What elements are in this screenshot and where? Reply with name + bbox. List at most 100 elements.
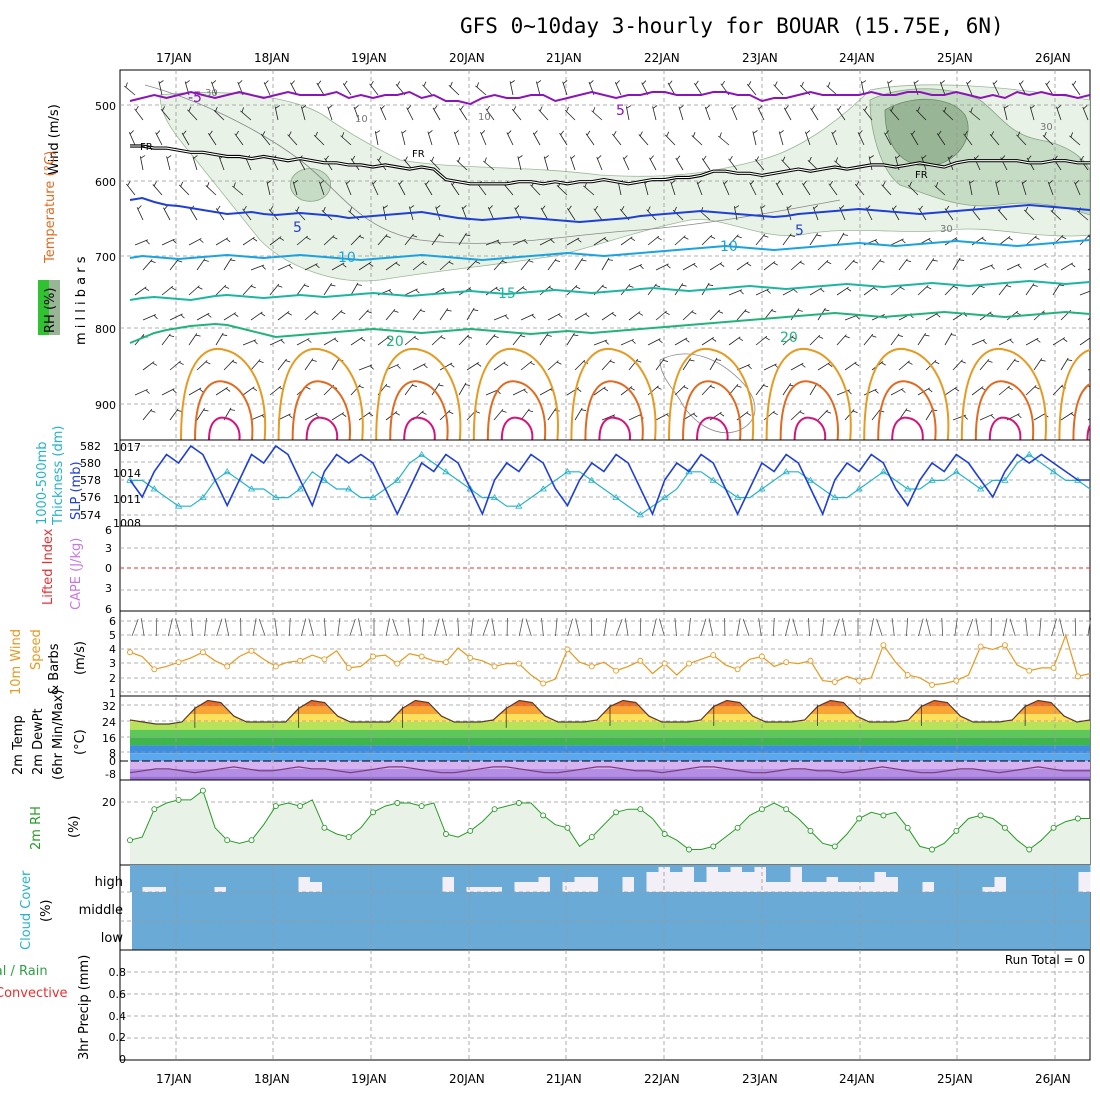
upper-barb <box>574 312 588 321</box>
thickness-line-point <box>126 476 134 483</box>
cloud-high-clear <box>1006 865 1019 892</box>
slp-label-slp: SLP (mb) <box>69 461 84 520</box>
upper-barb <box>704 106 711 121</box>
upper-barb-flag <box>433 105 438 110</box>
upper-barb <box>836 232 845 246</box>
wind-panel-frame <box>119 610 1091 697</box>
wind10m-barb <box>175 618 181 637</box>
rh2m-line-point <box>734 824 741 831</box>
upper-barb <box>274 106 279 121</box>
upper-barb <box>836 389 851 396</box>
upper-barb <box>169 408 179 421</box>
wind10m-barb <box>966 618 974 637</box>
upper-barb <box>269 385 282 396</box>
upper-barb-flag <box>267 180 272 184</box>
surface-temp-lobes <box>180 347 1090 440</box>
upper-barb <box>340 135 352 146</box>
contour-label: -5 <box>188 90 202 106</box>
upper-barb-flag <box>638 312 644 316</box>
temp-tick: 8 <box>109 747 116 760</box>
rh2m-line-point <box>418 803 425 810</box>
wind10m-speed-point <box>1026 667 1033 674</box>
upper-barb-flag <box>1071 263 1076 268</box>
upper-barb <box>439 409 451 421</box>
upper-barb-flag <box>666 131 670 137</box>
upper-barb <box>620 386 633 396</box>
upper-barb <box>728 289 743 296</box>
upper-barb-flag <box>990 414 995 419</box>
upper-barb <box>709 357 718 371</box>
upper-barb-flag <box>586 130 591 136</box>
upper-barb <box>998 338 1012 346</box>
upper-barb <box>532 132 541 146</box>
wind-tick: 2 <box>109 672 116 685</box>
upper-barb <box>971 284 982 296</box>
slp-label-thick: Thickness (dm) <box>51 426 66 526</box>
upper-barb <box>583 185 595 196</box>
upper-barb-flag <box>306 236 311 241</box>
upper-barb <box>971 208 981 221</box>
wind10m-barb <box>407 618 411 637</box>
upper-barb <box>752 131 757 146</box>
upper-barb <box>817 259 829 271</box>
upper-barb-flag <box>188 106 192 112</box>
upper-barb <box>223 359 235 371</box>
upper-barb <box>746 83 757 96</box>
thickness-line-point <box>563 468 572 475</box>
upper-barb <box>826 85 838 96</box>
upper-barb <box>547 313 561 321</box>
wind10m-barb <box>785 618 791 637</box>
upper-barb-flag <box>887 80 893 84</box>
cloud-level-low: low <box>101 931 124 946</box>
upper-barb <box>358 262 371 271</box>
upper-barb <box>223 312 237 321</box>
upper-barb <box>1025 337 1039 346</box>
wind10m-barb <box>1009 618 1016 637</box>
upper-barb-flag <box>1080 155 1084 161</box>
cloud-cover-panel: high middle low Cloud Cover (%) <box>19 864 1091 951</box>
upper-barb <box>763 261 776 271</box>
isotherm-15 <box>129 279 1090 302</box>
cloud-high-bar <box>466 887 479 892</box>
wind10m-speed-point <box>442 659 449 666</box>
upper-barb-flag <box>385 235 391 239</box>
upper-barb <box>323 283 332 296</box>
cloud-high-clear <box>1066 865 1079 892</box>
cloud-high-bar <box>478 887 491 892</box>
upper-barb <box>1077 210 1089 221</box>
rh2m-line-point <box>442 831 449 837</box>
upper-barb <box>493 409 504 421</box>
upper-y-axis: 500 600 700 800 900 <box>95 100 116 412</box>
upper-barb <box>910 132 919 146</box>
upper-barb <box>331 357 340 371</box>
rh2m-line-point <box>613 809 620 816</box>
upper-barb <box>480 131 487 146</box>
wind10m-barb <box>906 618 909 637</box>
top-date-tick: 26JAN <box>1035 51 1071 65</box>
wind10m-speed-point <box>515 660 522 667</box>
upper-barb <box>429 159 441 171</box>
upper-barb <box>263 82 271 96</box>
cloud-high-clear <box>418 865 431 892</box>
upper-barb-flag <box>233 313 239 317</box>
temp-band <box>130 753 1090 761</box>
surface-temp-lobe <box>194 380 254 440</box>
upper-barb-flag <box>715 359 722 361</box>
wind10m-barb <box>659 618 665 637</box>
cloud-high-bar <box>874 872 887 892</box>
upper-barb-flag <box>711 338 717 342</box>
upper-barb <box>995 181 1000 196</box>
upper-barb <box>493 361 506 371</box>
bottom-date-tick: 18JAN <box>254 1072 290 1086</box>
upper-barb-flag <box>385 385 391 388</box>
upper-barb <box>942 110 954 121</box>
cloud-high-clear <box>286 865 299 892</box>
upper-barb-flag <box>358 385 364 389</box>
temp-axis: 32 24 16 8 0 -8 <box>102 700 116 781</box>
contour-label: 30 <box>1040 122 1053 133</box>
thickness-line-point <box>150 485 159 492</box>
rh2m-line-point <box>831 843 838 850</box>
cloud-high-clear <box>802 865 815 882</box>
upper-barb-flag <box>981 237 987 242</box>
upper-barb-flag <box>495 287 501 292</box>
